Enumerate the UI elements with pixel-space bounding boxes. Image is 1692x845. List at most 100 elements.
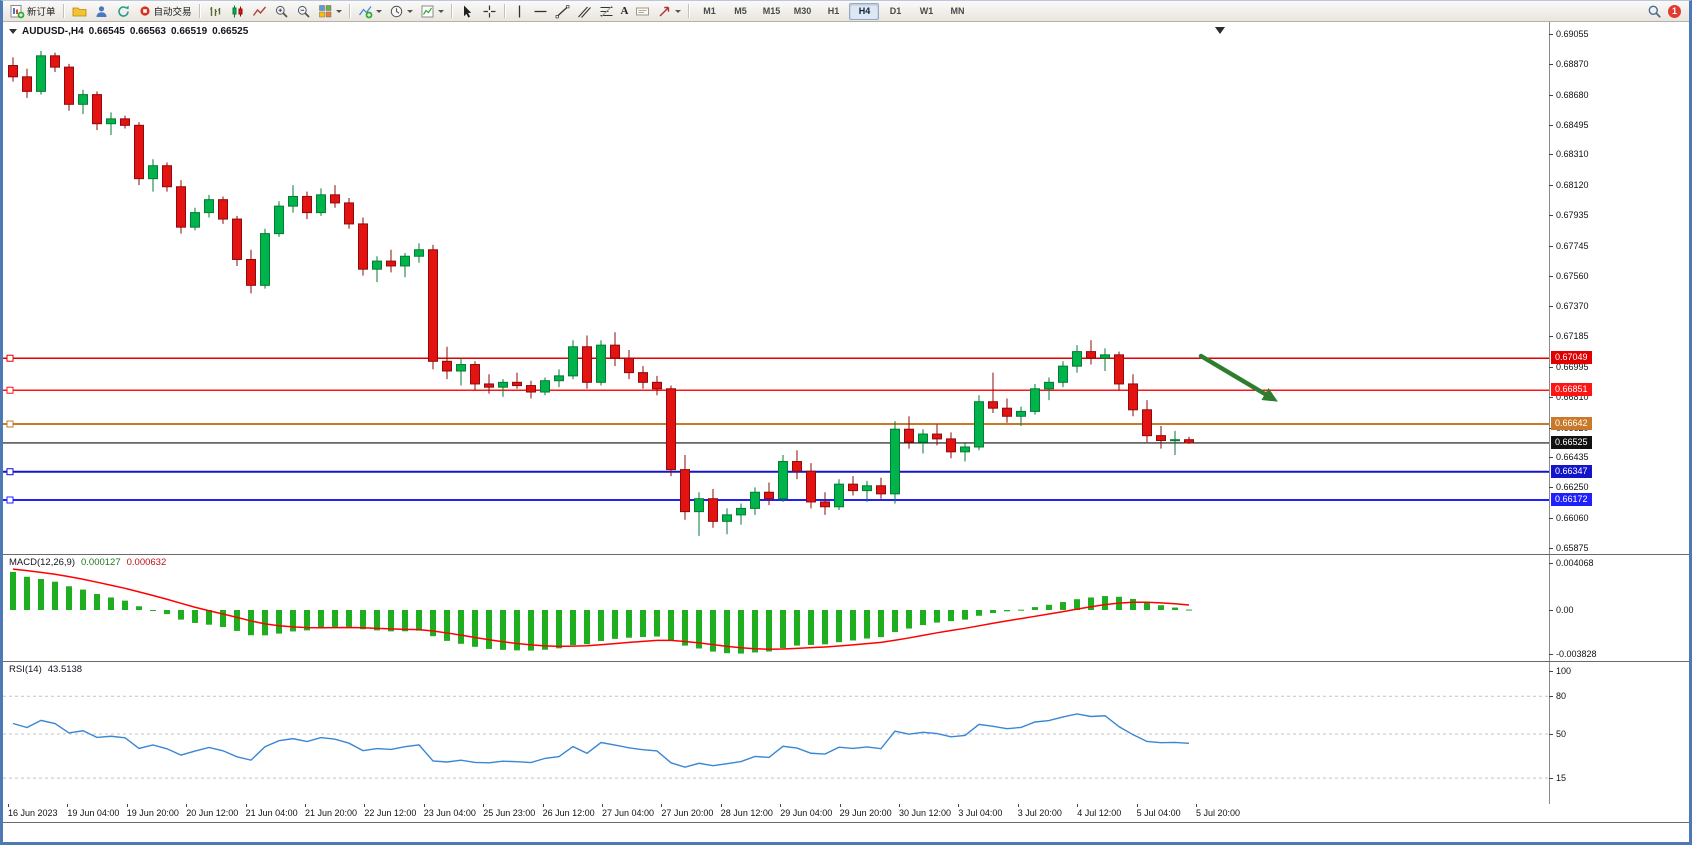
macd-histogram-bar (766, 610, 772, 652)
line-anchor[interactable] (6, 420, 14, 428)
line-price-label: 0.66172 (1551, 492, 1592, 506)
new-order-button[interactable]: 新订单 (7, 2, 59, 21)
timeframe-M30[interactable]: M30 (793, 5, 812, 16)
candle-body (540, 380, 550, 393)
candle-body (1016, 410, 1026, 417)
crosshair-tool-button[interactable] (479, 2, 500, 21)
chart-shift-marker[interactable] (1215, 27, 1225, 34)
rsi-axis-label: 50 (1556, 729, 1567, 739)
zoom-out-button[interactable] (293, 2, 314, 21)
time-axis-label: 29 Jun 04:00 (780, 808, 833, 818)
horizontal-line-tool-button[interactable] (530, 2, 551, 21)
macd-canvas[interactable] (3, 554, 1549, 661)
ohlc-open: 0.66545 (88, 26, 125, 37)
candle-body (36, 55, 46, 92)
search-icon[interactable] (1647, 4, 1662, 19)
price-tick-label: 0.66810 (1556, 391, 1589, 402)
arrows-tool-button[interactable] (654, 2, 684, 21)
trend-arrow[interactable] (1198, 353, 1268, 397)
line-price-label: 0.66642 (1551, 417, 1592, 431)
line-chart-button[interactable] (249, 2, 270, 21)
timeframe-MN[interactable]: MN (950, 5, 965, 16)
equidistant-channel-icon (577, 6, 591, 18)
text-tool-icon: A (620, 4, 629, 17)
text-tool-button[interactable]: A (618, 2, 632, 21)
timeframe-H4[interactable]: H4 (849, 2, 880, 20)
notification-badge[interactable]: 1 (1668, 4, 1681, 18)
timeframe-M5[interactable]: M5 (734, 5, 747, 16)
time-tick-mark (1017, 804, 1019, 807)
macd-histogram-bar (136, 606, 142, 610)
profiles-button[interactable] (69, 2, 90, 21)
macd-histogram-bar (1130, 598, 1136, 610)
candle-body (190, 212, 200, 228)
templates-button[interactable] (417, 2, 447, 21)
candlestick-chart-button[interactable] (227, 2, 248, 21)
candle-body (722, 514, 732, 522)
timeframe-W1[interactable]: W1 (919, 5, 934, 16)
macd-axis-label: 0.00 (1556, 605, 1574, 615)
macd-histogram-bar (234, 610, 240, 631)
timeframe-M1[interactable]: M1 (703, 5, 716, 16)
toolbar-separator (348, 4, 351, 18)
line-anchor[interactable] (6, 386, 14, 394)
refresh-button[interactable] (113, 2, 134, 21)
macd-histogram-bar (528, 610, 534, 651)
axis-tick-mark (1549, 336, 1553, 338)
time-tick-mark (364, 804, 366, 807)
axis-tick-mark (1549, 63, 1553, 65)
candle-body (414, 249, 424, 257)
timeframe-D1[interactable]: D1 (889, 5, 902, 16)
candle-body (22, 76, 32, 92)
timeframe-M15[interactable]: M15 (762, 5, 781, 16)
line-price-label: 0.67049 (1551, 351, 1592, 365)
line-anchor[interactable] (6, 354, 14, 362)
trendline-tool-button[interactable] (552, 2, 573, 21)
candle-body (1086, 351, 1096, 359)
line-anchor[interactable] (6, 468, 14, 476)
time-axis-label: 27 Jun 20:00 (661, 808, 714, 818)
time-axis-label: 5 Jul 04:00 (1136, 808, 1181, 818)
vertical-line-tool-button[interactable] (510, 2, 529, 21)
text-label-tool-button[interactable] (632, 2, 653, 21)
candle-body (876, 485, 886, 495)
time-tick-mark (483, 804, 485, 807)
time-axis-label: 30 Jun 12:00 (899, 808, 952, 818)
fibonacci-tool-button[interactable] (596, 2, 617, 21)
toolbar-separator (688, 4, 691, 18)
autotrading-button[interactable]: 自动交易 (135, 2, 195, 21)
timeframe-H1[interactable]: H1 (827, 5, 840, 16)
macd-histogram-bar (1144, 602, 1150, 610)
time-tick-mark (423, 804, 425, 807)
axis-tick-mark (1549, 654, 1553, 656)
candle-body (624, 357, 634, 374)
time-axis[interactable]: 16 Jun 2023 19 Jun 04:00 19 Jun 20:00 20 Ju… (3, 804, 1689, 822)
line-anchor[interactable] (6, 496, 14, 504)
periods-button[interactable] (386, 2, 416, 21)
indicators-button[interactable] (355, 2, 385, 21)
cursor-tool-button[interactable] (457, 2, 478, 21)
candle-body (596, 344, 606, 383)
zoom-in-button[interactable] (271, 2, 292, 21)
channel-tool-button[interactable] (574, 2, 595, 21)
market-watch-button[interactable] (91, 2, 112, 21)
bar-chart-button[interactable] (205, 2, 226, 21)
ohlc-low: 0.66519 (170, 26, 208, 37)
timeframe-bar: M1 M5 M15 M30 H1 H4 D1 W1 MN (694, 2, 972, 20)
macd-histogram-bar (206, 610, 212, 625)
chart-collapse-toggle[interactable] (9, 29, 17, 34)
toolbar: 新订单 自动交易 (3, 1, 1689, 22)
candle-body (246, 258, 256, 286)
macd-histogram-bar (654, 610, 660, 637)
price-chart-canvas[interactable] (3, 22, 1549, 554)
panel-divider[interactable] (3, 661, 1689, 662)
macd-label: MACD(12,26,9) 0.000127 0.000632 (9, 557, 166, 568)
macd-histogram-bar (402, 610, 408, 632)
panel-divider[interactable] (3, 554, 1689, 555)
macd-histogram-bar (66, 586, 72, 610)
rsi-line (12, 713, 1190, 768)
toolbar-separator (198, 4, 201, 18)
tile-windows-button[interactable] (315, 2, 345, 21)
rsi-canvas[interactable] (3, 661, 1549, 804)
price-axis[interactable]: 0.69055 0.68870 0.68680 0.68495 0.68310 0.681… (1549, 22, 1689, 822)
